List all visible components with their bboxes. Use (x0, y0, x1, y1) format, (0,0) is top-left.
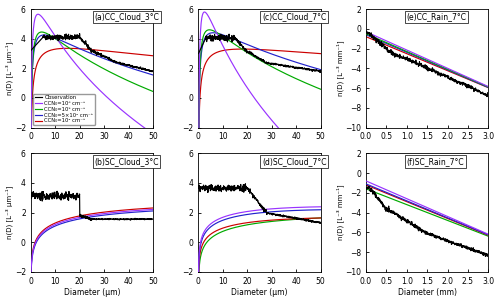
X-axis label: Diameter (mm): Diameter (mm) (398, 288, 456, 298)
Y-axis label: n(D) [L⁻³ μm⁻¹]: n(D) [L⁻³ μm⁻¹] (6, 186, 14, 239)
Text: (e)CC_Rain_7°C: (e)CC_Rain_7°C (406, 13, 467, 22)
Text: (d)SC_Cloud_7°C: (d)SC_Cloud_7°C (262, 157, 326, 166)
Text: (f)SC_Rain_7°C: (f)SC_Rain_7°C (406, 157, 464, 166)
Y-axis label: n(D) [L⁻³ μm⁻¹]: n(D) [L⁻³ μm⁻¹] (6, 42, 14, 95)
Text: (c)CC_Cloud_7°C: (c)CC_Cloud_7°C (262, 13, 326, 22)
X-axis label: Diameter (μm): Diameter (μm) (232, 288, 288, 298)
X-axis label: Diameter (μm): Diameter (μm) (64, 288, 120, 298)
Text: (b)SC_Cloud_3°C: (b)SC_Cloud_3°C (94, 157, 159, 166)
Y-axis label: n(D) [L⁻³ mm⁻¹]: n(D) [L⁻³ mm⁻¹] (336, 185, 344, 240)
Y-axis label: n(D) [L⁻³ mm⁻¹]: n(D) [L⁻³ mm⁻¹] (336, 41, 344, 96)
Legend: Observation, CCN₀=10⁶ cm⁻³, CCN₀=10⁵ cm⁻³, CCN₀=5×10² cm⁻³, CCN₀=10² cm⁻³: Observation, CCN₀=10⁶ cm⁻³, CCN₀=10⁵ cm⁻… (34, 94, 95, 125)
Text: (a)CC_Cloud_3°C: (a)CC_Cloud_3°C (94, 13, 159, 22)
